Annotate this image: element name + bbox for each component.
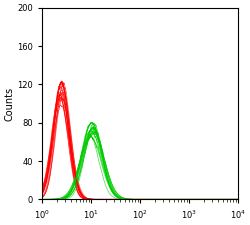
Y-axis label: Counts: Counts bbox=[4, 86, 14, 121]
